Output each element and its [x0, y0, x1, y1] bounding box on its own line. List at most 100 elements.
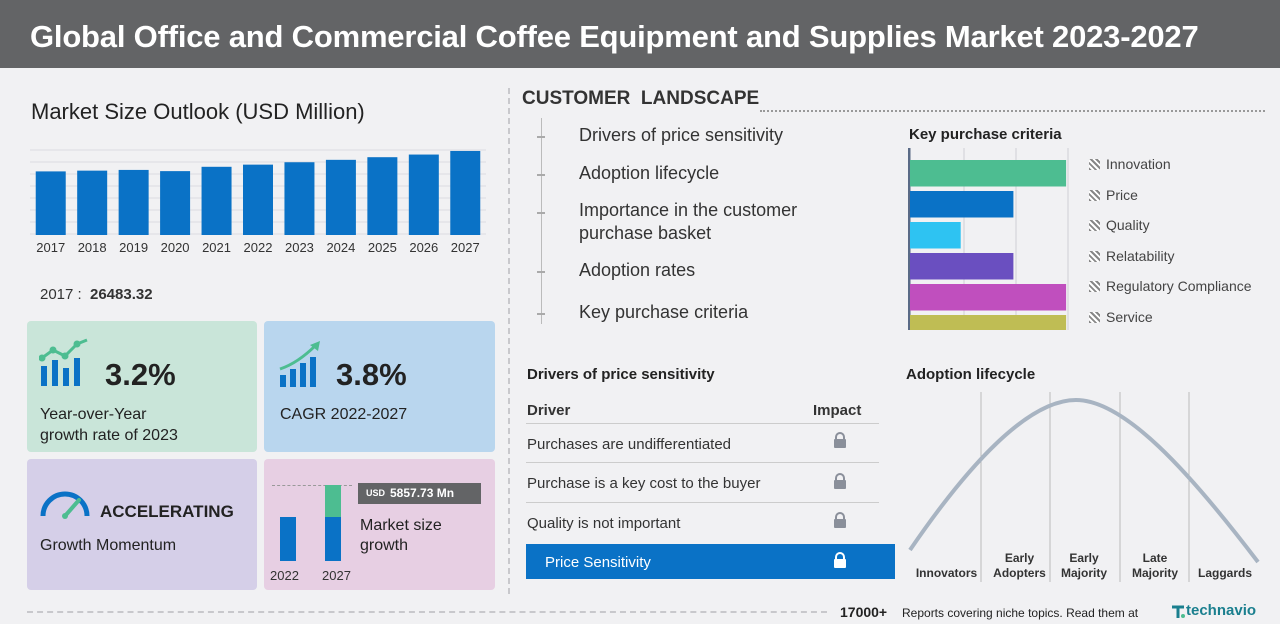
momentum-card: ACCELERATING Growth Momentum: [27, 459, 257, 590]
drivers-row-2: Purchase is a key cost to the buyer: [527, 475, 761, 492]
lock-icon: [834, 473, 846, 489]
kpc-bar-regulatory-compliance: [910, 284, 1067, 311]
x-tick-label: 2017: [36, 240, 66, 255]
x-tick-label: 2024: [326, 240, 356, 255]
kpc-legend-swatch: [1089, 159, 1100, 170]
header-banner: Global Office and Commercial Coffee Equi…: [0, 0, 1280, 68]
x-tick-label: 2023: [284, 240, 314, 255]
adoption-curve-chart: [908, 392, 1260, 582]
kpc-chart: [908, 148, 1069, 330]
bar-2019: [118, 169, 149, 235]
kpc-bar-quality: [910, 222, 961, 249]
adoption-bell-curve: [908, 397, 1260, 564]
bar-2024: [325, 159, 356, 235]
lock-icon: [834, 432, 846, 448]
cagr-value: 3.8%: [336, 357, 407, 392]
x-tick-label: 2020: [160, 240, 190, 255]
drivers-row-highlight: [526, 544, 895, 579]
kpc-bar-service: [910, 315, 1067, 330]
kpc-legend-swatch: [1089, 311, 1100, 323]
technavio-logo-icon: [1172, 605, 1185, 618]
customer-landscape-title: CUSTOMER LANDSCAPE: [522, 88, 760, 109]
growth-year-from: 2022: [270, 568, 299, 583]
page-title: Global Office and Commercial Coffee Equi…: [30, 19, 1199, 54]
header-fold-decoration: [1244, 32, 1280, 68]
drivers-row-rule: [526, 502, 879, 503]
drivers-col-driver: Driver: [527, 402, 571, 419]
landscape-item-adoption-rates: Adoption rates: [579, 260, 696, 280]
timeline-tick: [537, 313, 545, 315]
footer-text: Reports covering niche topics. Read them…: [902, 606, 1139, 620]
footer-brand[interactable]: technavio: [1186, 602, 1257, 619]
base-year-value: 26483.32: [90, 286, 153, 303]
drivers-header-rule: [526, 423, 879, 424]
drivers-title: Drivers of price sensitivity: [527, 366, 715, 383]
adoption-stage-early-majority: Early Majority: [1060, 551, 1107, 580]
drivers-col-impact: Impact: [813, 402, 862, 419]
kpc-legend-label: Regulatory Compliance: [1106, 278, 1252, 294]
kpc-legend-label: Price: [1106, 186, 1138, 203]
timeline-tick: [537, 136, 545, 138]
landscape-title-rule: [760, 110, 1265, 112]
kpc-legend-label: Innovation: [1106, 156, 1171, 172]
base-year-label: 2017 :: [40, 286, 82, 303]
adoption-stage-early-adopters: Early Adopters: [993, 551, 1046, 580]
chart-bars: [35, 150, 481, 235]
growth-card: 2022 2027 USD 5857.73 Mn Market size gro…: [264, 459, 495, 590]
speedometer-icon: [40, 491, 90, 519]
bar-2026: [408, 154, 439, 235]
bar-2022: [243, 164, 273, 235]
growth-label-line1: Market size: [360, 517, 442, 534]
kpc-bar-innovation: [910, 160, 1067, 187]
drivers-row-1: Purchases are undifferentiated: [527, 436, 732, 453]
kpc-bars: [910, 160, 1067, 330]
section-divider: [508, 88, 510, 594]
bar-2018: [77, 170, 108, 235]
drivers-row-3: Quality is not important: [527, 515, 681, 532]
market-size-title: Market Size Outlook (USD Million): [31, 99, 365, 124]
x-tick-label: 2019: [119, 240, 149, 255]
bar-2021: [201, 166, 232, 235]
drivers-row-rule: [526, 462, 879, 463]
kpc-bar-relatability: [910, 253, 1014, 280]
landscape-item-kpc: Key purchase criteria: [579, 302, 749, 322]
bar-2023: [284, 162, 315, 235]
x-tick-label: 2026: [409, 240, 439, 255]
landscape-item-importance-cont: purchase basket: [579, 223, 712, 243]
adoption-stage-laggards: Laggards: [1197, 566, 1252, 580]
adoption-stage-late-majority: Late Majority: [1131, 551, 1178, 580]
yoy-label-line2: growth rate of 2023: [40, 427, 178, 444]
market-size-chart: [30, 149, 486, 235]
kpc-legend-label: Service: [1106, 308, 1153, 325]
bar-2025: [367, 157, 398, 235]
kpc-legend-swatch: [1089, 220, 1100, 231]
growth-bar-2027-increment: [325, 485, 341, 517]
kpc-title: Key purchase criteria: [909, 126, 1062, 143]
kpc-legend-label: Quality: [1106, 217, 1150, 233]
bar-2020: [160, 171, 191, 235]
cagr-label: CAGR 2022-2027: [280, 406, 408, 423]
cagr-card: 3.8% CAGR 2022-2027: [264, 321, 495, 452]
adoption-title: Adoption lifecycle: [906, 366, 1036, 383]
momentum-label: Growth Momentum: [40, 537, 177, 554]
growth-dashline: [272, 485, 352, 486]
bar-2017: [35, 171, 66, 235]
yoy-card: 3.2% Year-over-Year growth rate of 2023: [27, 321, 257, 452]
growth-chart-icon: [39, 338, 88, 386]
x-tick-label: 2021: [202, 240, 231, 255]
kpc-bar-price: [910, 191, 1014, 218]
timeline-tick: [537, 174, 545, 176]
rising-bars-icon: [279, 341, 320, 387]
x-tick-label: 2025: [367, 240, 397, 255]
bar-2027: [450, 150, 481, 235]
x-tick-label: 2022: [243, 240, 273, 255]
growth-bar-2027-base: [325, 517, 341, 561]
timeline-tick: [537, 271, 545, 273]
growth-badge-unit: USD: [366, 488, 386, 498]
timeline-tick: [537, 212, 545, 214]
growth-badge: USD 5857.73 Mn: [358, 483, 481, 504]
landscape-item-importance: Importance in the customer: [579, 200, 798, 220]
drivers-row-4: Price Sensitivity: [545, 554, 651, 571]
kpc-legend-label: Relatability: [1106, 247, 1175, 264]
landscape-item-adoption-lifecycle: Adoption lifecycle: [579, 163, 720, 183]
